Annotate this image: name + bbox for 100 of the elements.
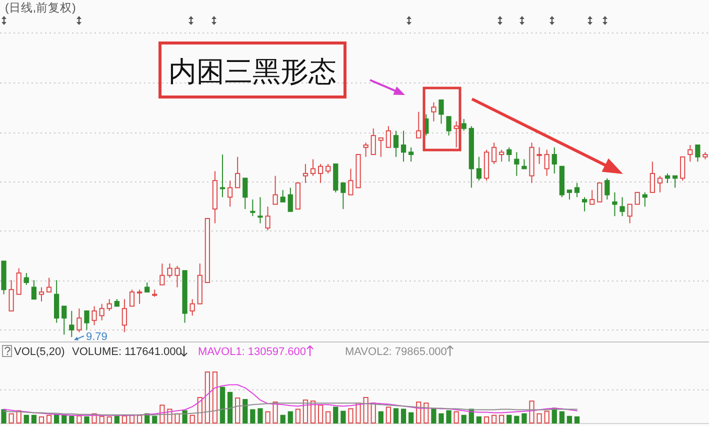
candlestick <box>627 204 632 224</box>
candlestick <box>272 175 278 205</box>
legend-label: MAVOL2: 79865.000 <box>345 346 447 358</box>
candlestick <box>386 126 392 148</box>
candlestick <box>160 263 165 286</box>
candlestick <box>197 263 202 304</box>
candlestick <box>416 111 422 138</box>
candlestick <box>590 190 595 205</box>
candlestick <box>566 190 572 200</box>
bar <box>333 406 338 424</box>
candlestick <box>514 152 520 176</box>
bar <box>288 411 293 424</box>
bar <box>54 414 60 424</box>
bar <box>476 416 482 424</box>
candlestick <box>136 289 142 304</box>
candlestick <box>408 146 414 162</box>
candlestick <box>650 161 655 193</box>
bar <box>258 408 263 424</box>
candlestick <box>84 310 90 330</box>
bar <box>235 398 240 424</box>
candlestick <box>8 280 14 312</box>
candlestick <box>688 144 693 162</box>
bar <box>393 408 399 424</box>
bar <box>84 416 90 424</box>
bar <box>522 413 527 424</box>
candlestick <box>552 146 557 174</box>
bar <box>378 411 384 424</box>
candlestick <box>582 196 588 212</box>
candlestick <box>431 102 436 122</box>
candlestick <box>491 142 497 164</box>
candlestick <box>310 158 316 176</box>
bar <box>566 416 572 424</box>
bar <box>400 408 406 424</box>
candlestick <box>468 126 474 188</box>
candlestick <box>212 170 218 224</box>
bar <box>38 416 44 424</box>
bar <box>227 392 233 424</box>
bar <box>242 399 248 424</box>
candlestick <box>544 149 550 176</box>
candlestick <box>454 120 459 148</box>
bar <box>76 415 82 424</box>
candlestick <box>242 178 248 210</box>
candlestick <box>363 142 368 158</box>
bar <box>46 414 52 424</box>
candlestick <box>69 310 74 338</box>
bar <box>408 412 414 424</box>
candlestick <box>340 182 346 210</box>
bar <box>363 397 368 424</box>
candlestick <box>235 156 240 188</box>
candlestick <box>280 190 286 202</box>
candlestick <box>46 277 52 292</box>
bar <box>220 386 226 424</box>
candlestick <box>642 192 648 208</box>
candlestick <box>76 308 82 333</box>
bar <box>182 410 188 424</box>
bar <box>431 408 436 424</box>
bar <box>536 413 542 424</box>
candlestick <box>38 286 44 302</box>
candlestick <box>318 163 324 184</box>
candlestick <box>574 182 580 198</box>
bar <box>69 416 74 424</box>
candlestick <box>1 260 6 295</box>
bar <box>318 404 324 424</box>
candlestick <box>529 142 534 184</box>
candlestick <box>370 128 376 156</box>
bar <box>386 406 392 424</box>
bar <box>348 408 354 424</box>
bar <box>326 411 331 424</box>
candlestick <box>92 306 97 326</box>
candlestick <box>664 172 670 184</box>
candlestick <box>190 298 195 316</box>
bar <box>310 400 316 424</box>
bar <box>204 372 210 424</box>
bar <box>356 402 361 424</box>
candlestick <box>476 156 482 182</box>
candlestick <box>378 137 384 158</box>
bar <box>250 409 256 424</box>
bar <box>174 413 180 424</box>
candlestick <box>106 298 112 312</box>
bar <box>99 416 104 424</box>
text: VOLUME: 117641.000 <box>72 346 182 358</box>
bar <box>454 411 459 424</box>
candlestick <box>288 187 293 212</box>
bar <box>212 372 218 424</box>
candlestick <box>499 149 504 162</box>
bar <box>424 402 429 424</box>
chart-title: (日线,前复权) <box>5 2 76 14</box>
annotation: 9.79 <box>86 331 108 343</box>
bar <box>280 414 286 424</box>
bar <box>514 416 520 424</box>
candlestick <box>522 158 527 170</box>
bar <box>544 410 550 424</box>
candlestick <box>54 280 60 324</box>
candlestick <box>400 130 406 162</box>
bar <box>484 416 490 424</box>
candlestick <box>220 154 226 198</box>
bar <box>574 416 580 424</box>
candlestick <box>62 306 67 336</box>
candlestick <box>250 199 256 217</box>
candlestick <box>348 168 354 196</box>
